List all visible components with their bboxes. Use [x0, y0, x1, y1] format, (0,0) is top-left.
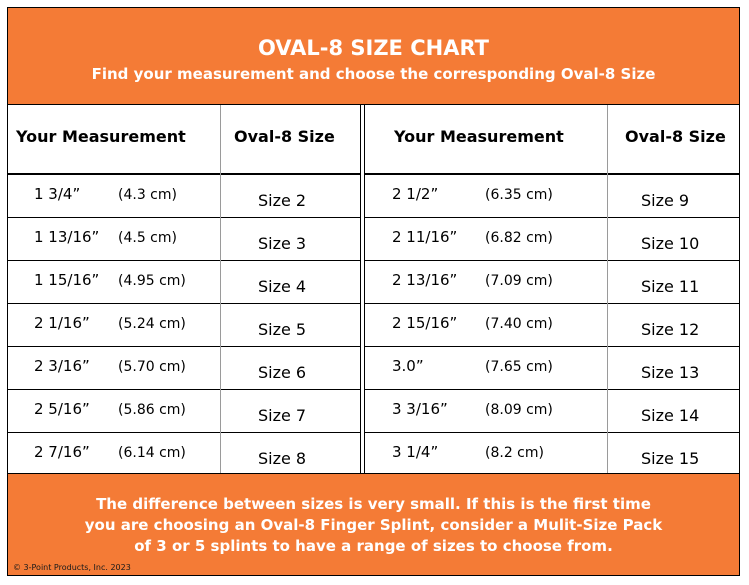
footer-line: The difference between sizes is very sma…: [96, 495, 651, 513]
left-column-divider: [220, 105, 221, 473]
measurement-cm: (4.3 cm): [118, 187, 177, 203]
footer-note: The difference between sizes is very sma…: [8, 474, 739, 574]
measurement-inches: 2 11/16”: [392, 228, 458, 246]
measurement-inches: 1 13/16”: [34, 228, 100, 246]
chart-title: OVAL-8 SIZE CHART: [258, 36, 489, 60]
oval8-size: Size 2: [258, 191, 307, 210]
measurement-cm: (8.09 cm): [485, 402, 553, 418]
measurement-inches: 3 1/4”: [392, 443, 439, 461]
size-column-header: Oval-8 Size: [625, 127, 726, 146]
measurement-inches: 2 1/16”: [34, 314, 90, 332]
measurement-cm: (5.86 cm): [118, 402, 186, 418]
measurement-inches: 3 3/16”: [392, 400, 448, 418]
table-row: 2 1/16” (5.24 cm) Size 5: [8, 304, 360, 347]
table-row: 2 3/16” (5.70 cm) Size 6: [8, 347, 360, 390]
measurement-cm: (4.5 cm): [118, 230, 177, 246]
copyright-notice: © 3-Point Products, Inc. 2023: [13, 563, 131, 572]
table-row: 1 3/4” (4.3 cm) Size 2: [8, 175, 360, 218]
table-row: 2 15/16” (7.40 cm) Size 12: [365, 304, 740, 347]
table-row: 2 11/16” (6.82 cm) Size 10: [365, 218, 740, 261]
measurement-inches: 3.0”: [392, 357, 424, 375]
oval8-size: Size 9: [641, 191, 690, 210]
table-row: 2 1/2” (6.35 cm) Size 9: [365, 175, 740, 218]
measurement-cm: (7.65 cm): [485, 359, 553, 375]
measurement-inches: 2 7/16”: [34, 443, 90, 461]
table-row: 2 13/16” (7.09 cm) Size 11: [365, 261, 740, 304]
measurement-cm: (6.14 cm): [118, 445, 186, 461]
oval8-size: Size 10: [641, 234, 700, 253]
oval8-size: Size 12: [641, 320, 700, 339]
oval8-size: Size 6: [258, 363, 307, 382]
oval8-size: Size 5: [258, 320, 307, 339]
chart-header: OVAL-8 SIZE CHART Find your measurement …: [8, 8, 739, 104]
oval8-size: Size 8: [258, 449, 307, 468]
left-table-panel: Your Measurement Oval-8 Size 1 3/4” (4.3 …: [8, 105, 360, 473]
table-row: 3 3/16” (8.09 cm) Size 14: [365, 390, 740, 433]
measurement-cm: (7.40 cm): [485, 316, 553, 332]
measurement-inches: 2 5/16”: [34, 400, 90, 418]
measurement-inches: 1 15/16”: [34, 271, 100, 289]
right-column-divider: [607, 105, 608, 473]
table-row: 1 13/16” (4.5 cm) Size 3: [8, 218, 360, 261]
oval8-size: Size 15: [641, 449, 700, 468]
size-column-header: Oval-8 Size: [234, 127, 335, 146]
measurement-inches: 2 3/16”: [34, 357, 90, 375]
size-chart-frame: OVAL-8 SIZE CHART Find your measurement …: [7, 7, 740, 576]
measurement-cm: (6.35 cm): [485, 187, 553, 203]
measurement-cm: (5.70 cm): [118, 359, 186, 375]
measurement-column-header: Your Measurement: [394, 127, 564, 146]
measurement-cm: (6.82 cm): [485, 230, 553, 246]
table-row: 3.0” (7.65 cm) Size 13: [365, 347, 740, 390]
left-header-row: Your Measurement Oval-8 Size: [8, 105, 360, 175]
oval8-size: Size 3: [258, 234, 307, 253]
measurement-cm: (7.09 cm): [485, 273, 553, 289]
right-header-row: Your Measurement Oval-8 Size: [365, 105, 740, 175]
measurement-cm: (4.95 cm): [118, 273, 186, 289]
measurement-inches: 2 15/16”: [392, 314, 458, 332]
footer-line: you are choosing an Oval-8 Finger Splint…: [84, 516, 663, 534]
measurement-inches: 1 3/4”: [34, 185, 81, 203]
measurement-inches: 2 13/16”: [392, 271, 458, 289]
center-divider: [360, 105, 364, 473]
oval8-size: Size 13: [641, 363, 700, 382]
measurement-cm: (8.2 cm): [485, 445, 544, 461]
right-table-panel: Your Measurement Oval-8 Size 2 1/2” (6.35…: [364, 105, 740, 473]
size-table: Your Measurement Oval-8 Size 1 3/4” (4.3 …: [8, 104, 740, 474]
table-row: 2 7/16” (6.14 cm) Size 8: [8, 433, 360, 476]
oval8-size: Size 14: [641, 406, 700, 425]
table-row: 2 5/16” (5.86 cm) Size 7: [8, 390, 360, 433]
oval8-size: Size 7: [258, 406, 307, 425]
table-row: 1 15/16” (4.95 cm) Size 4: [8, 261, 360, 304]
measurement-cm: (5.24 cm): [118, 316, 186, 332]
measurement-inches: 2 1/2”: [392, 185, 439, 203]
footer-line: of 3 or 5 splints to have a range of siz…: [134, 537, 613, 555]
table-row: 3 1/4” (8.2 cm) Size 15: [365, 433, 740, 476]
oval8-size: Size 11: [641, 277, 700, 296]
oval8-size: Size 4: [258, 277, 307, 296]
measurement-column-header: Your Measurement: [16, 127, 186, 146]
chart-subtitle: Find your measurement and choose the cor…: [91, 65, 656, 83]
